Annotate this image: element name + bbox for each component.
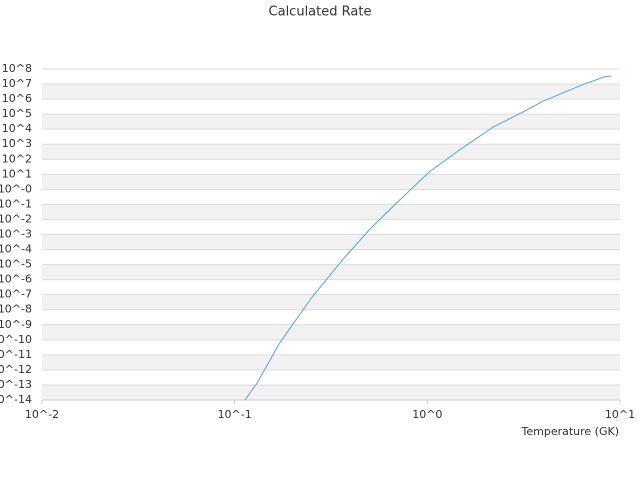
y-tick-label: 10^-11 xyxy=(0,348,32,361)
y-tick-label: 10^3 xyxy=(2,137,32,150)
y-tick-label: 10^6 xyxy=(2,92,32,105)
grid-band xyxy=(42,114,620,130)
grid-band xyxy=(42,84,620,100)
y-tick-label: 10^-0 xyxy=(0,182,32,195)
y-tick-label: 10^7 xyxy=(2,77,32,90)
grid-band xyxy=(42,174,620,190)
y-tick-label: 10^-7 xyxy=(0,288,32,301)
grid-band xyxy=(42,204,620,220)
y-tick-label: 10^-13 xyxy=(0,378,32,391)
data-line xyxy=(244,75,612,401)
grid-band xyxy=(42,144,620,160)
y-tick-label: 10^-8 xyxy=(0,303,32,316)
grid-band xyxy=(42,264,620,280)
x-axis-label: Temperature (GK) xyxy=(521,425,620,438)
y-tick-label: 10^1 xyxy=(2,167,32,180)
y-tick-label: 10^5 xyxy=(2,107,32,120)
y-tick-label: 10^8 xyxy=(2,62,32,75)
y-tick-label: 10^-5 xyxy=(0,258,32,271)
x-tick-label: 10^-1 xyxy=(218,408,252,421)
grid-band xyxy=(42,294,620,310)
grid-band xyxy=(42,354,620,370)
x-tick-label: 10^0 xyxy=(412,408,442,421)
x-tick-label: 10^-2 xyxy=(25,408,59,421)
chart-title: Calculated Rate xyxy=(269,5,372,20)
y-tick-label: 10^-4 xyxy=(0,243,32,256)
grid-band xyxy=(42,234,620,250)
y-tick-label: 10^-14 xyxy=(0,393,32,406)
y-tick-label: 10^-10 xyxy=(0,333,32,346)
y-tick-label: 10^-2 xyxy=(0,212,32,225)
y-tick-label: 10^-9 xyxy=(0,318,32,331)
y-tick-label: 10^-3 xyxy=(0,228,32,241)
grid-band xyxy=(42,324,620,340)
y-tick-label: 10^-1 xyxy=(0,197,32,210)
y-tick-label: 10^-6 xyxy=(0,273,32,286)
y-tick-label: 10^2 xyxy=(2,152,32,165)
y-tick-label: 10^4 xyxy=(2,122,32,135)
x-tick-label: 10^1 xyxy=(605,408,635,421)
y-tick-label: 10^-12 xyxy=(0,363,32,376)
grid-band xyxy=(42,384,620,400)
